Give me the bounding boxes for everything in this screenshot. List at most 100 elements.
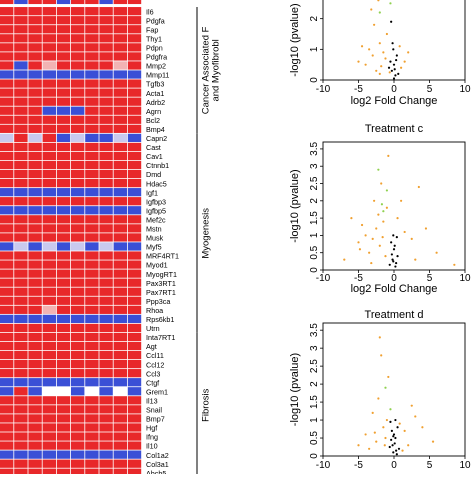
heatmap-cell: [42, 206, 56, 215]
heatmap-cell: [56, 369, 71, 378]
gene-label: Igfbp3: [146, 197, 166, 206]
x-tick-label: 0: [391, 84, 397, 95]
heatmap-cell: [85, 305, 99, 314]
heatmap-cell: [14, 188, 28, 197]
data-point: [375, 227, 378, 230]
heatmap-cell: [28, 160, 42, 170]
heatmap-cell: [113, 7, 127, 16]
heatmap-cell: [127, 142, 142, 152]
gene-label: MyogRT1: [146, 270, 177, 279]
gene-label: Dmd: [146, 170, 161, 179]
heatmap-cell: [71, 97, 85, 106]
group-label: and Myofibrobl: [210, 39, 221, 101]
heatmap-cell: [14, 450, 28, 459]
heatmap-cell: [71, 142, 85, 152]
y-tick-label: 3: [309, 163, 320, 169]
gene-label: Col1a2: [146, 451, 169, 460]
gene-label: Tgfb3: [146, 80, 164, 89]
heatmap-cell: [71, 323, 85, 333]
heatmap-cell: [85, 341, 99, 351]
heatmap-cell: [56, 296, 71, 305]
y-axis-label: -log10 (pvalue): [289, 3, 301, 76]
heatmap-cell: [113, 341, 127, 351]
heatmap-cell: [99, 278, 113, 287]
heatmap-cell: [42, 269, 56, 278]
heatmap-cell: [85, 432, 99, 441]
heatmap-cell: [0, 206, 14, 215]
heatmap-cell: [42, 233, 56, 242]
data-point: [364, 63, 367, 66]
heatmap-cell: [42, 242, 56, 251]
y-tick-label: 0: [309, 77, 320, 83]
heatmap-cell: [127, 97, 142, 106]
heatmap-cell: [127, 468, 142, 477]
heatmap-cell: [113, 459, 127, 468]
heatmap-cell: [28, 115, 42, 124]
heatmap-cell: [113, 97, 127, 106]
heatmap-cell: [127, 106, 142, 115]
heatmap-cell: [85, 260, 99, 269]
heatmap-cell: [71, 360, 85, 369]
data-point: [394, 436, 397, 440]
data-point: [357, 241, 360, 244]
gene-label: Ctgf: [146, 378, 159, 387]
data-point: [431, 440, 435, 443]
heatmap-cell: [42, 296, 56, 305]
heatmap-cell: [14, 396, 28, 405]
heatmap-cell: [113, 133, 127, 142]
heatmap-cell: [0, 124, 14, 133]
heatmap-cell: [71, 468, 85, 477]
heatmap-cell: [28, 7, 42, 16]
heatmap-cell: [28, 224, 42, 233]
data-point: [360, 223, 364, 227]
heatmap-cell: [113, 278, 127, 287]
heatmap-cell: [71, 387, 85, 396]
heatmap-cell: [71, 206, 85, 215]
heatmap-cell: [42, 61, 56, 70]
heatmap-cell: [28, 43, 42, 52]
heatmap-cell: [14, 197, 28, 206]
heatmap-cell: [0, 97, 14, 106]
data-point: [375, 440, 378, 443]
heatmap-cell: [14, 423, 28, 432]
data-point: [378, 336, 381, 339]
heatmap-cell: [99, 34, 113, 43]
heatmap-cell: [0, 450, 14, 459]
heatmap-cell: [99, 25, 113, 34]
y-tick-label: 2: [309, 198, 320, 204]
heatmap-cell: [99, 396, 113, 405]
heatmap-cell: [113, 378, 127, 387]
heatmap-cell: [56, 242, 71, 251]
heatmap-cell: [56, 269, 71, 278]
heatmap-cell: [0, 432, 14, 441]
heatmap-cell: [127, 160, 142, 170]
heatmap-cell: [99, 79, 113, 88]
data-point: [371, 54, 374, 57]
heatmap-cell: [71, 188, 85, 197]
heatmap-cell: [14, 387, 28, 396]
heatmap-cell: [28, 296, 42, 305]
volcano-plot: Treatment d -10 -5 0 5 10 0 0.5 1 1.5 2 2.5 3 3.5 -log…: [289, 309, 471, 471]
heatmap-cell: [99, 16, 113, 25]
heatmap-cell: [85, 269, 99, 278]
heatmap-cell: [0, 169, 14, 179]
gene-label: Igf1: [146, 188, 158, 197]
heatmap-cell: [71, 341, 85, 351]
heatmap-cell: [28, 151, 42, 161]
heatmap-cell: [56, 396, 71, 405]
heatmap-cell: [85, 151, 99, 161]
gene-label: Thy1: [146, 34, 162, 43]
data-point: [394, 418, 397, 422]
heatmap-cell: [56, 350, 71, 360]
heatmap-cell: [99, 215, 113, 224]
heatmap-cell: [71, 405, 85, 414]
heatmap-cell: [0, 378, 14, 387]
gene-label: Ifng: [146, 433, 158, 442]
heatmap-cell: [0, 242, 14, 251]
data-point: [395, 261, 398, 265]
heatmap-cell: [99, 360, 113, 369]
gene-label: Mstn: [146, 225, 162, 234]
gene-label: Mmp2: [146, 62, 166, 71]
heatmap-cell: [85, 25, 99, 34]
data-point: [390, 241, 393, 244]
